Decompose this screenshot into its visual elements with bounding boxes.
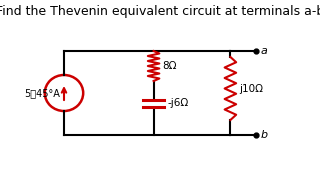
Text: 5⑐45°A: 5⑐45°A — [24, 88, 60, 98]
Text: 8Ω: 8Ω — [163, 61, 177, 71]
Text: b: b — [261, 130, 268, 140]
Text: -j6Ω: -j6Ω — [167, 98, 188, 109]
Text: j10Ω: j10Ω — [239, 84, 263, 93]
Text: Find the Thevenin equivalent circuit at terminals a-b: Find the Thevenin equivalent circuit at … — [0, 6, 320, 19]
Text: a: a — [261, 46, 268, 56]
